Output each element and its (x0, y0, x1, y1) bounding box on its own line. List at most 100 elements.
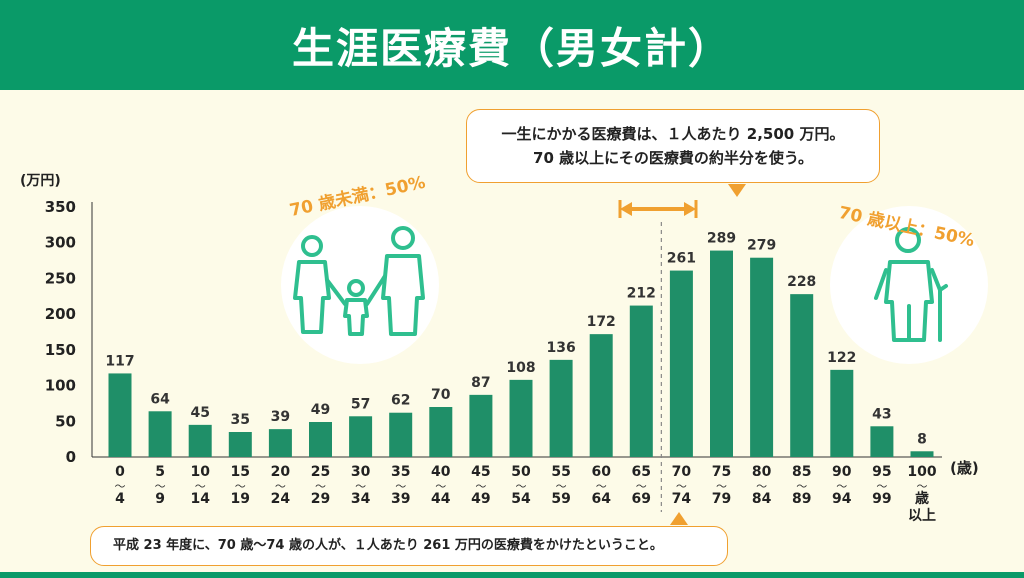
y-axis-unit: (万円) (20, 173, 61, 189)
x-tick-tilde: 〜 (395, 480, 406, 493)
bar-value-label: 228 (787, 274, 816, 290)
x-tick-tilde: 〜 (355, 480, 366, 493)
x-tick-label: 10 (190, 464, 210, 480)
footer-band (0, 572, 1024, 578)
x-tick-label: 30 (351, 464, 371, 480)
x-tick-label: 39 (391, 491, 410, 507)
x-tick-label: 24 (271, 491, 291, 507)
header-banner: 生涯医療費（男女計） (0, 0, 1024, 90)
x-axis-unit: (歳) (950, 459, 979, 477)
bar (509, 379, 533, 457)
bar-value-label: 289 (707, 231, 736, 247)
x-tick-label: 9 (155, 491, 165, 507)
x-tick-label: 5 (155, 464, 165, 480)
x-tick-label: 85 (792, 464, 811, 480)
bar (228, 432, 252, 457)
x-tick-tilde: 〜 (596, 480, 607, 493)
family-illustration (281, 206, 439, 364)
summary-line-1: 一生にかかる医療費は、１人あたり 2,500 万円。 (501, 125, 845, 143)
y-tick-label: 200 (45, 305, 76, 323)
x-tick-label: 34 (351, 491, 371, 507)
x-tick-tilde: 〜 (115, 480, 126, 493)
x-tick-label: 90 (832, 464, 852, 480)
x-tick-label: 74 (672, 491, 692, 507)
y-tick-label: 100 (45, 377, 76, 395)
x-tick-label: 70 (672, 464, 692, 480)
x-tick-label: 35 (391, 464, 410, 480)
x-tick-tilde: 〜 (475, 480, 486, 493)
bar (549, 359, 573, 457)
bar (790, 294, 814, 457)
x-tick-label: 40 (431, 464, 451, 480)
x-tick-label: 50 (511, 464, 531, 480)
x-tick-label: 79 (712, 491, 731, 507)
x-tick-tilde: 〜 (516, 480, 527, 493)
bar-value-label: 49 (311, 402, 330, 418)
x-tick-label: 64 (591, 491, 611, 507)
bar (750, 257, 774, 457)
x-tick-label: 14 (190, 491, 210, 507)
x-tick-label: 54 (511, 491, 531, 507)
bar-value-label: 8 (917, 431, 927, 447)
example-callout: 平成 23 年度に、70 歳〜74 歳の人が、１人あたり 261 万円の医療費を… (90, 526, 728, 566)
bar (629, 305, 653, 457)
x-tick-tilde: 〜 (275, 480, 286, 493)
x-tick-label: 55 (551, 464, 570, 480)
x-tick-tilde: 〜 (435, 480, 446, 493)
bar (188, 424, 212, 457)
bar (429, 407, 453, 457)
range-arrow (618, 200, 698, 218)
y-tick-label: 300 (45, 234, 76, 252)
x-tick-label: 99 (872, 491, 891, 507)
x-tick-label: 75 (712, 464, 731, 480)
bar (349, 416, 373, 457)
x-tick-label: 95 (872, 464, 891, 480)
x-tick-tilde: 〜 (796, 480, 807, 493)
x-tick-label: 29 (311, 491, 330, 507)
bar-value-label: 39 (271, 409, 290, 425)
y-tick-label: 150 (45, 341, 76, 359)
x-tick-tilde: 〜 (556, 480, 567, 493)
x-tick-label: 49 (471, 491, 490, 507)
x-tick-label: 80 (752, 464, 772, 480)
bar-value-label: 212 (627, 286, 656, 302)
bar (710, 250, 733, 457)
x-tick-label: 0 (115, 464, 125, 480)
page-title: 生涯医療費（男女計） (291, 23, 732, 73)
example-callout-pointer (670, 512, 688, 525)
x-tick-tilde: 〜 (155, 480, 166, 493)
x-tick-label: 25 (311, 464, 330, 480)
x-tick-label: 89 (792, 491, 811, 507)
summary-callout-pointer (728, 184, 746, 197)
x-tick-tilde: 〜 (195, 480, 206, 493)
family-icon (293, 226, 425, 336)
x-tick-tilde: 〜 (836, 480, 847, 493)
elderly-person-icon (874, 227, 948, 342)
x-tick-tilde: 〜 (235, 480, 246, 493)
bar (870, 426, 894, 457)
y-tick-label: 50 (55, 412, 76, 430)
x-tick-tilde: 〜 (676, 480, 687, 493)
summary-line-2: 70 歳以上にその医療費の約半分を使う。 (533, 149, 813, 167)
bar-value-label: 136 (546, 340, 575, 356)
bar (389, 412, 413, 457)
bar-value-label: 70 (431, 387, 451, 403)
x-tick-label: 100 (907, 464, 936, 480)
y-tick-label: 0 (66, 448, 76, 466)
x-tick-label: 84 (752, 491, 772, 507)
bar-value-label: 35 (231, 412, 250, 428)
bar-value-label: 122 (827, 350, 856, 366)
x-tick-tilde: 〜 (315, 480, 326, 493)
bar-value-label: 87 (471, 375, 490, 391)
x-tick-label: 歳 (915, 490, 929, 507)
bar-value-label: 57 (351, 396, 370, 412)
bar-value-label: 62 (391, 393, 410, 409)
x-tick-label: 45 (471, 464, 490, 480)
bar-value-label: 64 (150, 391, 170, 407)
x-tick-tilde: 〜 (917, 480, 928, 493)
x-tick-label: 60 (591, 464, 611, 480)
bar (148, 411, 172, 457)
x-tick-label: 20 (271, 464, 291, 480)
x-tick-label: 19 (231, 491, 250, 507)
